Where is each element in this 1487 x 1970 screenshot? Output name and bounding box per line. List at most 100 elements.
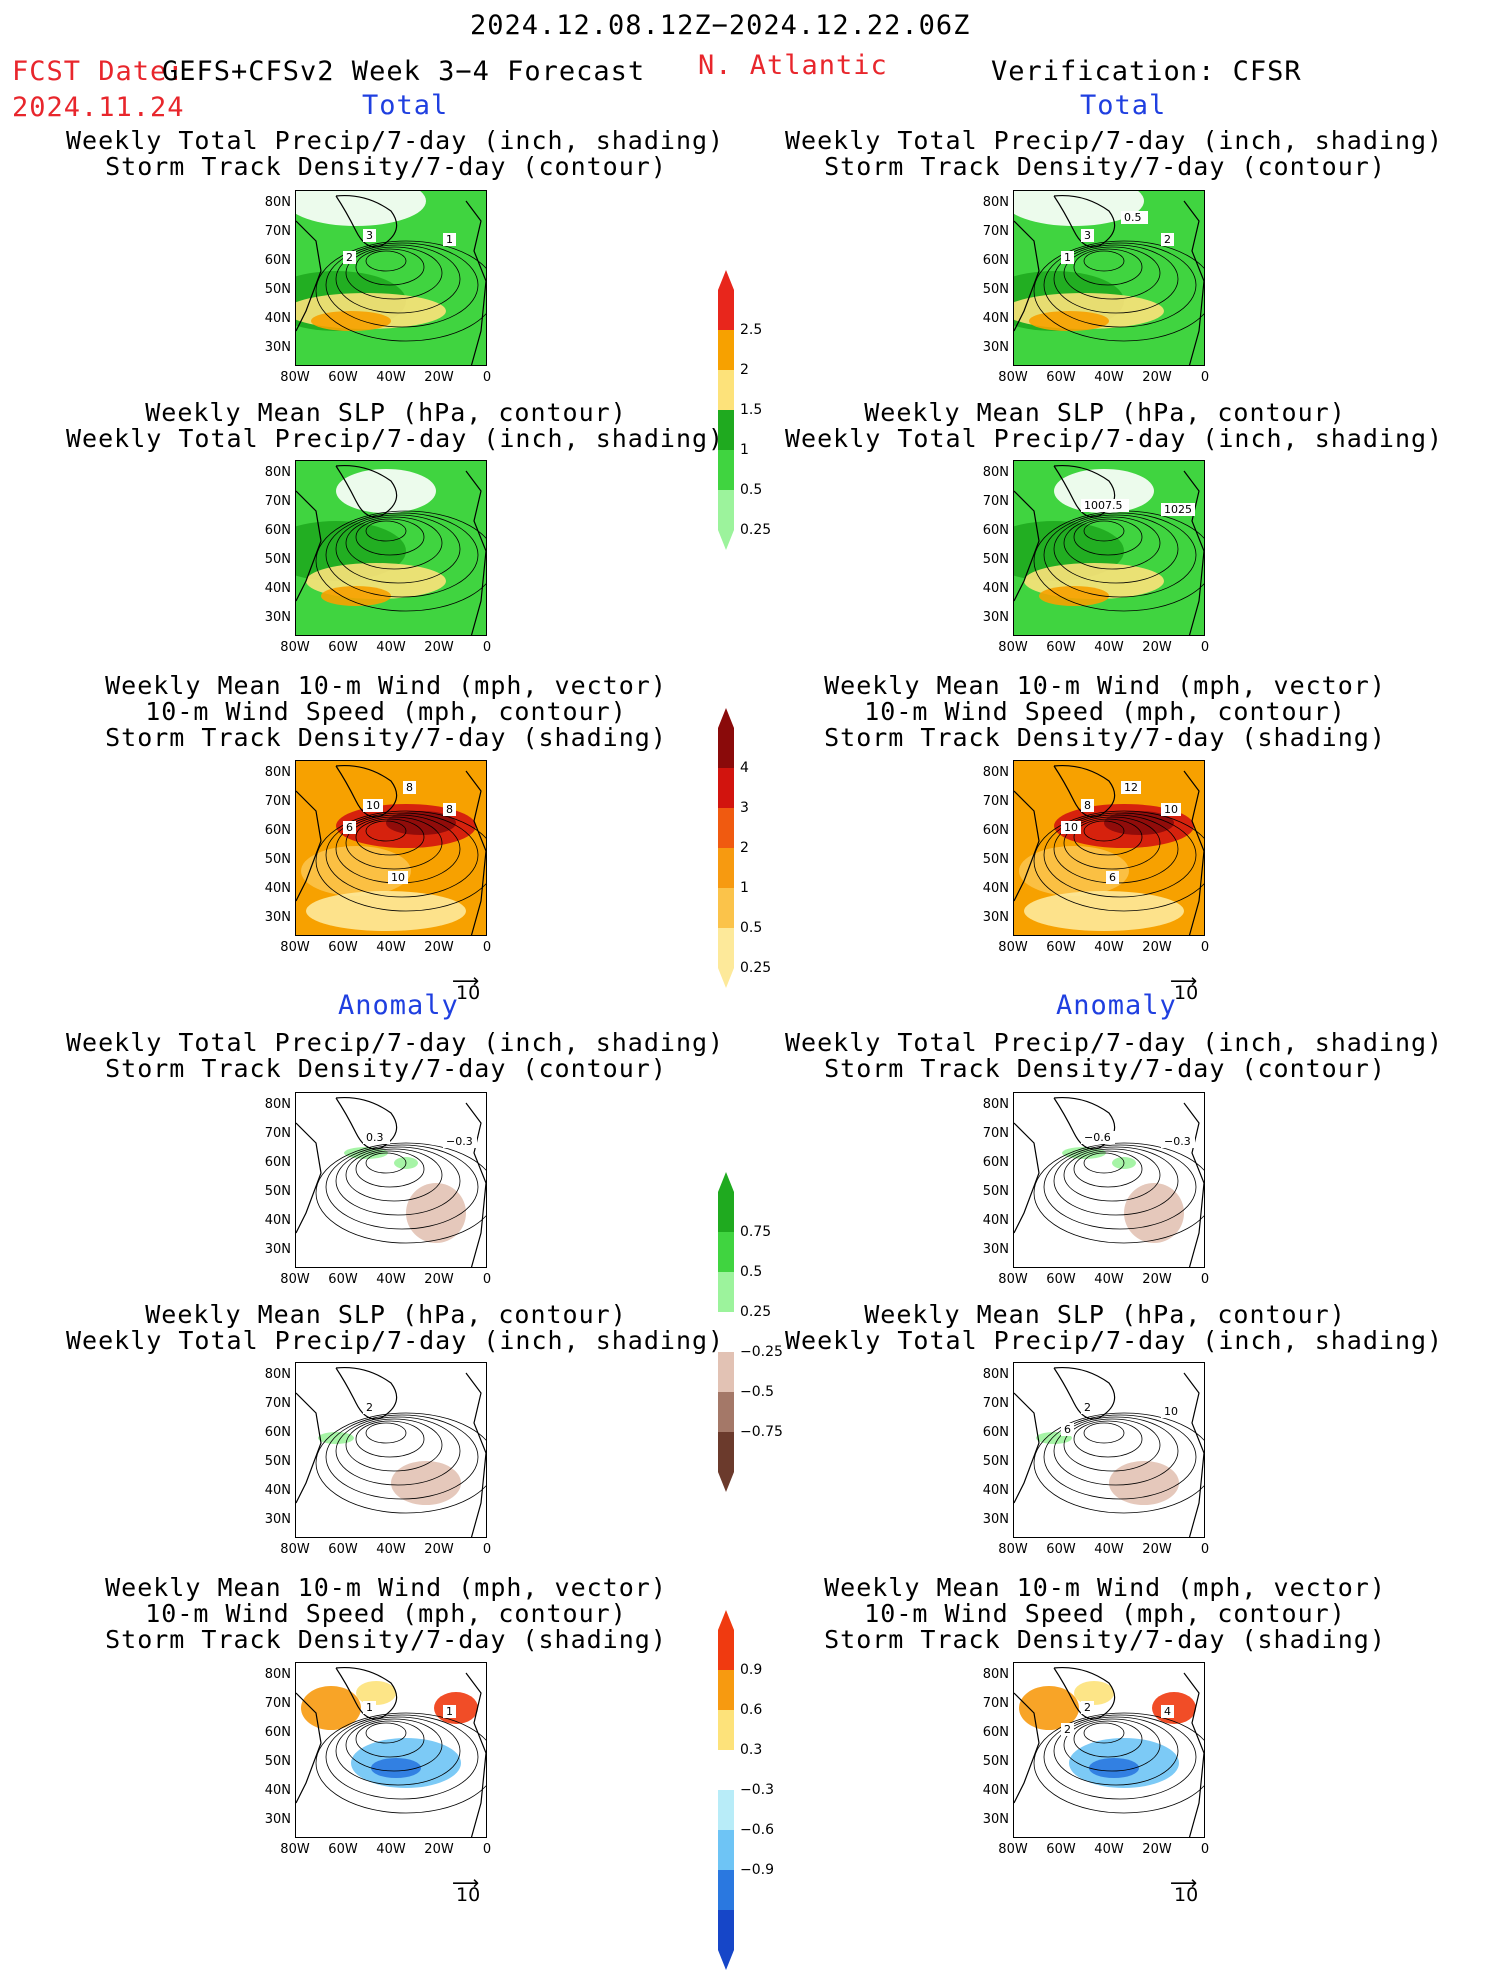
shaded-region — [301, 846, 411, 896]
contour-label: −0.3 — [446, 1135, 473, 1148]
fcst-total-precip-map: 3 1 2 — [295, 190, 487, 366]
shaded-region — [1019, 1686, 1079, 1730]
lon-tick-label: 60W — [1046, 1842, 1076, 1857]
fcst-anom-slp-map: 2 — [295, 1362, 487, 1538]
contour-line — [365, 1152, 407, 1174]
contour-label-box — [343, 251, 356, 264]
colorbar-segment — [718, 1870, 734, 1910]
contour-label: 6 — [346, 821, 353, 834]
contour-line — [1063, 1718, 1161, 1772]
lat-tick-label: 50N — [982, 1454, 1009, 1469]
lon-tick-label: 0 — [482, 1272, 492, 1287]
contour-label-box — [1161, 1405, 1181, 1418]
lat-tick-label: 60N — [982, 253, 1009, 268]
contour-line — [315, 1142, 486, 1244]
lat-tick-label: 40N — [264, 1213, 291, 1228]
ver-anom-wind-plot: 2 4 2 — [1014, 1663, 1204, 1837]
colorbar-label: 0.6 — [740, 1702, 763, 1718]
ver-total-wind-plot: 8 10 10 12 6 — [1014, 761, 1204, 935]
lon-tick-label: 0 — [1200, 640, 1210, 655]
contour-label: 2 — [366, 1401, 373, 1414]
vector-ref-value: 10 — [1174, 982, 1199, 1004]
contour-line — [355, 1150, 425, 1188]
shaded-region — [318, 1432, 354, 1444]
fcst-total-slp-plot — [296, 461, 486, 635]
ver-anom-wind-map: 2 4 2 — [1013, 1662, 1205, 1838]
vector-ref-arrow: ⟶ — [452, 1872, 480, 1894]
contour-line — [365, 520, 407, 542]
shaded-region — [356, 1681, 396, 1705]
contour-line — [1033, 1712, 1204, 1814]
lon-tick-label: 80W — [998, 640, 1028, 655]
contour-line — [355, 1720, 425, 1758]
colorbar-cap — [718, 708, 734, 728]
colorbar-cap — [718, 270, 734, 290]
shaded-region — [1039, 586, 1109, 606]
ver-anom-slp-plot: 2 10 6 — [1014, 1363, 1204, 1537]
coastline — [1014, 1666, 1204, 1837]
shaded-region — [311, 311, 391, 331]
contour-line — [1033, 1412, 1204, 1514]
fcst-total-wind-plot: 10 8 6 8 10 — [296, 761, 486, 935]
colorbar-cap — [718, 968, 734, 988]
ver-total-precip-plot: 3 2 1 0.5 — [1014, 191, 1204, 365]
contour-label: 10 — [391, 871, 405, 884]
panel-title: Weekly Total Precip/7-day (inch, shading… — [66, 1028, 725, 1083]
lon-tick-label: 40W — [376, 940, 406, 955]
colorbar-label: 1 — [740, 442, 749, 458]
colorbar-label: 0.25 — [740, 960, 772, 976]
anom-storm-colorbar — [718, 1610, 734, 1970]
lat-tick-label: 70N — [982, 1396, 1009, 1411]
lon-tick-label: 0 — [482, 640, 492, 655]
map-background — [1014, 1093, 1204, 1267]
colorbar-label: 1 — [740, 880, 749, 896]
contour-line — [1043, 242, 1197, 328]
vector-ref-value: 10 — [456, 982, 481, 1004]
colorbar-cap — [718, 1610, 734, 1630]
colorbar-label: 2 — [740, 362, 749, 378]
colorbar-label: 0.9 — [740, 1662, 763, 1678]
colorbar-segment — [718, 490, 734, 530]
colorbar-segment — [718, 290, 734, 330]
contour-line — [1083, 520, 1125, 542]
lat-tick-label: 70N — [264, 1696, 291, 1711]
contour-label: 8 — [446, 803, 453, 816]
lat-tick-label: 80N — [264, 465, 291, 480]
contour-label-box — [1081, 499, 1129, 512]
lat-tick-label: 50N — [264, 1454, 291, 1469]
contour-label: 6 — [1109, 871, 1116, 884]
panel-title: Weekly Mean SLP (hPa, contour) Weekly To… — [66, 1300, 725, 1355]
contour-label: 8 — [1084, 799, 1091, 812]
coastline — [296, 194, 486, 365]
lon-tick-label: 40W — [1094, 370, 1124, 385]
fcst-anom-precip-map: 0.3 −0.3 — [295, 1092, 487, 1268]
lon-tick-label: 80W — [280, 370, 310, 385]
contour-label: 2 — [1164, 233, 1171, 246]
lat-tick-label: 30N — [264, 340, 291, 355]
ver-anom-precip-map: −0.6 −0.3 — [1013, 1092, 1205, 1268]
contour-label: −0.3 — [1164, 1135, 1191, 1148]
contour-line — [1073, 818, 1143, 856]
lon-tick-label: 20W — [424, 370, 454, 385]
panel-title: Weekly Mean 10-m Wind (mph, vector) 10-m… — [824, 671, 1386, 752]
contour-label: 10 — [1064, 821, 1078, 834]
lon-tick-label: 40W — [376, 370, 406, 385]
colorbar-label: −0.3 — [740, 1782, 774, 1798]
panel-title: Weekly Mean SLP (hPa, contour) Weekly To… — [66, 398, 725, 453]
lat-tick-label: 40N — [982, 881, 1009, 896]
map-background — [296, 1093, 486, 1267]
lat-tick-label: 40N — [264, 1483, 291, 1498]
shaded-region — [306, 891, 466, 931]
lat-tick-label: 80N — [264, 195, 291, 210]
lat-tick-label: 30N — [982, 1512, 1009, 1527]
lat-tick-label: 30N — [264, 1812, 291, 1827]
contour-line — [335, 244, 461, 314]
colorbar-label: 2.5 — [740, 322, 763, 338]
lat-tick-label: 80N — [982, 765, 1009, 780]
lat-tick-label: 70N — [264, 1396, 291, 1411]
lat-tick-label: 70N — [264, 224, 291, 239]
lon-tick-label: 0 — [1200, 940, 1210, 955]
contour-line — [1053, 1146, 1179, 1216]
contour-line — [355, 1420, 425, 1458]
